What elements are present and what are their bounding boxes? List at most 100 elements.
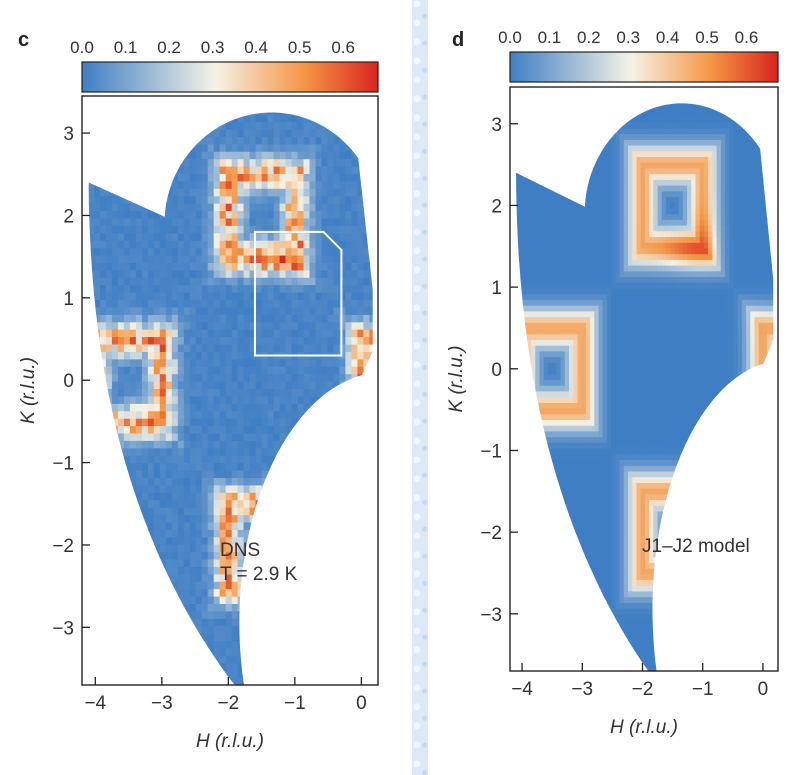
heatmap-cell [315,647,323,656]
heatmap-cell [213,603,221,612]
heatmap-cell [237,633,245,642]
heatmap-cell [339,610,346,619]
heatmap-cell [147,255,155,263]
heatmap-cell [303,566,311,575]
heatmap-cell [165,499,173,508]
heatmap-cell [531,185,536,192]
heatmap-cell [135,232,143,241]
heatmap-cell [123,625,131,634]
heatmap-cell [111,255,119,263]
heatmap-cell [201,143,209,152]
heatmap-cell [363,225,370,234]
heatmap-cell [522,145,528,152]
heatmap-cell [363,432,370,441]
heatmap-cell [88,188,95,197]
heatmap-cell [159,440,167,449]
heatmap-cell [123,292,131,301]
heatmap-cell [177,299,185,308]
heatmap-cell [88,521,95,530]
heatmap-cell [535,453,541,460]
heatmap-cell [123,477,131,486]
heatmap-cell [117,114,125,123]
heatmap-cell [369,492,373,501]
heatmap-cell [147,633,155,642]
heatmap-cell [369,440,373,449]
heatmap-cell [201,262,209,271]
heatmap-cell [237,470,245,478]
heatmap-cell [273,240,281,249]
heatmap-cell [522,516,528,523]
heatmap-cell [261,306,269,315]
heatmap-cell [351,292,358,301]
heatmap-cell [522,390,528,398]
heatmap-cell [363,462,370,471]
heatmap-cell [111,195,119,204]
heatmap-cell [249,373,257,382]
heatmap-cell [183,143,191,152]
heatmap-cell [516,579,519,586]
heatmap-cell [339,625,346,634]
heatmap-cell [141,581,149,590]
heatmap-cell [201,344,209,352]
heatmap-cell [141,373,149,382]
heatmap-cell [267,255,275,263]
heatmap-cell [518,653,524,661]
heatmap-cell [147,499,155,508]
heatmap-cell [297,484,305,493]
heatmap-cell [141,440,149,449]
heatmap-cell [363,188,370,197]
heatmap-cell [303,462,311,471]
heatmap-cell [522,499,528,506]
heatmap-cell [153,269,161,278]
heatmap-cell [94,299,101,308]
heatmap-cell [201,596,209,604]
heatmap-cell [117,277,125,286]
heatmap-cell [82,188,89,196]
heatmap-cell [105,507,113,516]
heatmap-cell [547,631,553,638]
heatmap-cell [279,640,287,649]
heatmap-cell [516,573,519,581]
heatmap-cell [111,351,119,360]
y-tick-label: −1 [52,454,74,475]
heatmap-cell [261,455,269,464]
heatmap-cell [535,173,541,180]
heatmap-cell [249,247,257,256]
heatmap-cell [321,129,329,137]
heatmap-cell [531,613,536,621]
heatmap-cell [327,299,334,308]
heatmap-cell [105,195,113,204]
heatmap-cell [94,440,101,449]
heatmap-cell [333,477,340,486]
heatmap-cell [357,425,364,434]
heatmap-cell [165,255,173,263]
heatmap-cell [219,366,227,375]
heatmap-cell [518,539,524,546]
heatmap-cell [213,299,221,308]
heatmap-cell [111,314,119,323]
heatmap-cell [177,440,185,449]
heatmap-cell [135,647,143,656]
heatmap-cell [535,145,541,152]
heatmap-cell [535,493,541,501]
heatmap-cell [543,368,549,375]
heatmap-cell [267,247,275,256]
heatmap-cell [369,566,373,575]
heatmap-cell [189,344,197,352]
heatmap-cell [219,143,227,152]
heatmap-cell [219,573,227,582]
heatmap-cell [327,217,334,226]
heatmap-cell [369,588,373,597]
heatmap-cell [243,180,251,189]
heatmap-cell [291,633,299,642]
heatmap-cell [516,596,519,603]
heatmap-cell [303,647,311,656]
heatmap-cell [526,230,532,238]
heatmap-cell [135,670,143,679]
heatmap-cell [357,492,364,501]
heatmap-cell [100,344,107,352]
heatmap-cell [237,499,245,508]
heatmap-cell [213,432,221,441]
heatmap-cell [117,470,125,478]
heatmap-cell [207,166,215,174]
